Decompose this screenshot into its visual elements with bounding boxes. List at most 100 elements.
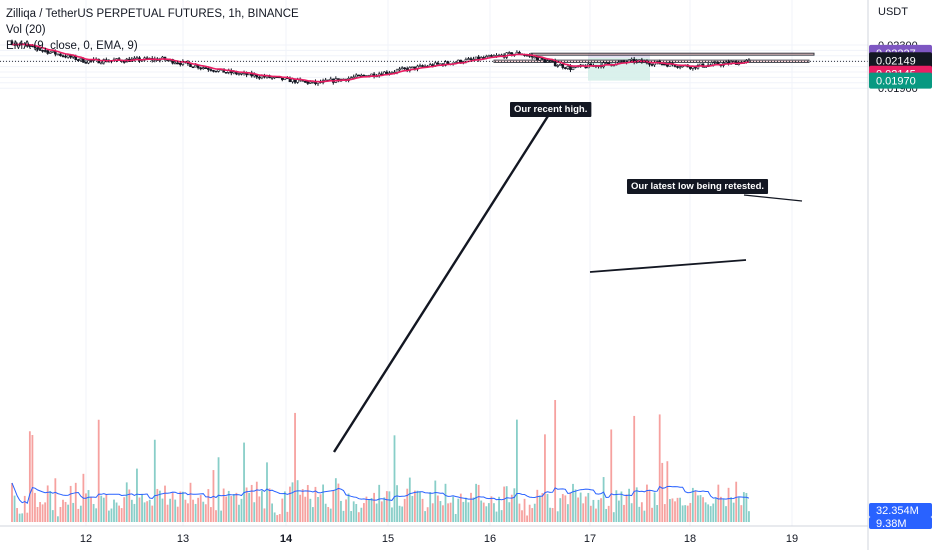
volume-bar: [253, 502, 256, 522]
time-tick-label: 12: [80, 533, 92, 545]
candle-body: [688, 66, 692, 69]
volume-bar: [368, 499, 370, 522]
volume-bar: [248, 492, 251, 522]
volume-bar: [475, 483, 477, 522]
candle-body: [237, 73, 241, 75]
candle-body: [173, 62, 177, 65]
volume-bar: [243, 442, 245, 522]
candle-body: [77, 59, 80, 61]
volume-bar: [345, 499, 347, 522]
volume-bar: [181, 491, 184, 522]
volume-indicator-label[interactable]: Vol (20): [6, 24, 46, 36]
volume-bar: [238, 504, 240, 522]
candle-body: [66, 54, 70, 58]
volume-bar: [133, 503, 136, 522]
volume-bar: [612, 512, 615, 522]
candle-body: [41, 49, 44, 52]
volume-bar: [704, 502, 707, 522]
volume-bar: [363, 503, 365, 522]
volume-bar: [487, 503, 490, 522]
candle-body: [648, 62, 651, 65]
volume-bar: [64, 501, 67, 522]
candle-body: [421, 65, 424, 67]
volume-bar: [342, 510, 345, 522]
volume-bar: [538, 495, 541, 522]
volume-bar: [184, 499, 187, 522]
volume-bar: [691, 487, 694, 522]
volume-bar: [421, 498, 424, 522]
symbol-title[interactable]: Zilliqa / TetherUS PERPETUAL FUTURES, 1h…: [6, 8, 299, 20]
volume-bar: [681, 505, 684, 522]
volume-bar: [340, 500, 342, 522]
volume-bar: [414, 490, 416, 522]
volume-bar: [161, 498, 164, 522]
volume-bar: [202, 501, 205, 522]
volume-bar: [561, 494, 564, 522]
volume-ma-badge-bg: [869, 517, 932, 529]
volume-bar: [465, 497, 467, 522]
candle-body: [252, 74, 256, 77]
volume-bar: [59, 506, 62, 522]
ema-line: [11, 43, 750, 83]
volume-bar: [398, 505, 401, 522]
resistance-zone-upper: [530, 52, 815, 56]
volume-bar: [541, 493, 544, 522]
time-tick-label: 13: [177, 533, 189, 545]
candle-body: [270, 77, 274, 79]
volume-bar: [347, 493, 350, 522]
volume-bar: [526, 515, 528, 522]
volume-bar: [712, 503, 715, 522]
volume-bar: [23, 495, 26, 522]
volume-bar: [436, 495, 439, 522]
volume-bar: [666, 461, 669, 522]
candle-body: [474, 56, 478, 60]
price-axis-currency: USDT: [878, 6, 908, 18]
candle-body: [61, 55, 65, 57]
volume-bar: [546, 494, 549, 522]
volume-bar: [607, 505, 610, 522]
volume-bar: [449, 502, 452, 522]
volume-bar: [574, 489, 577, 522]
volume-bar: [426, 507, 429, 522]
candle-body: [179, 62, 182, 65]
volume-bar: [656, 505, 659, 522]
volume-bar: [57, 516, 59, 522]
volume-bar: [579, 492, 582, 522]
candle-body: [352, 76, 356, 79]
candle-body: [56, 53, 60, 56]
candle-body: [569, 65, 572, 71]
volume-bar: [49, 490, 52, 522]
volume-bar: [385, 491, 388, 522]
volume-bar: [151, 505, 154, 522]
volume-bar: [533, 503, 536, 522]
candle-body: [747, 59, 751, 62]
volume-bar: [676, 497, 679, 522]
candle-body: [436, 62, 440, 65]
candle-body: [354, 74, 358, 78]
volume-bar: [600, 498, 602, 522]
candle-body: [240, 72, 243, 75]
volume-bar: [745, 492, 748, 522]
volume-bar: [273, 512, 276, 522]
volume-bar: [684, 505, 687, 522]
time-tick-label: 17: [584, 533, 596, 545]
volume-bar: [283, 491, 286, 522]
volume-bar: [77, 508, 80, 522]
volume-bar: [523, 498, 526, 522]
volume-bar: [567, 504, 569, 522]
ema-indicator-label[interactable]: EMA (9, close, 0, EMA, 9): [6, 40, 138, 52]
volume-bar: [707, 504, 710, 522]
volume-bar: [569, 492, 572, 522]
volume-bar: [51, 510, 54, 522]
volume-bar: [299, 494, 302, 522]
volume-bar: [210, 507, 212, 522]
volume-bar: [207, 489, 210, 522]
volume-bar: [454, 513, 457, 522]
volume-bar: [21, 513, 24, 522]
volume-bar: [171, 492, 174, 522]
volume-bar: [419, 491, 421, 522]
volume-bar: [240, 498, 243, 522]
volume-bar: [500, 510, 503, 522]
volume-bar: [312, 507, 314, 522]
